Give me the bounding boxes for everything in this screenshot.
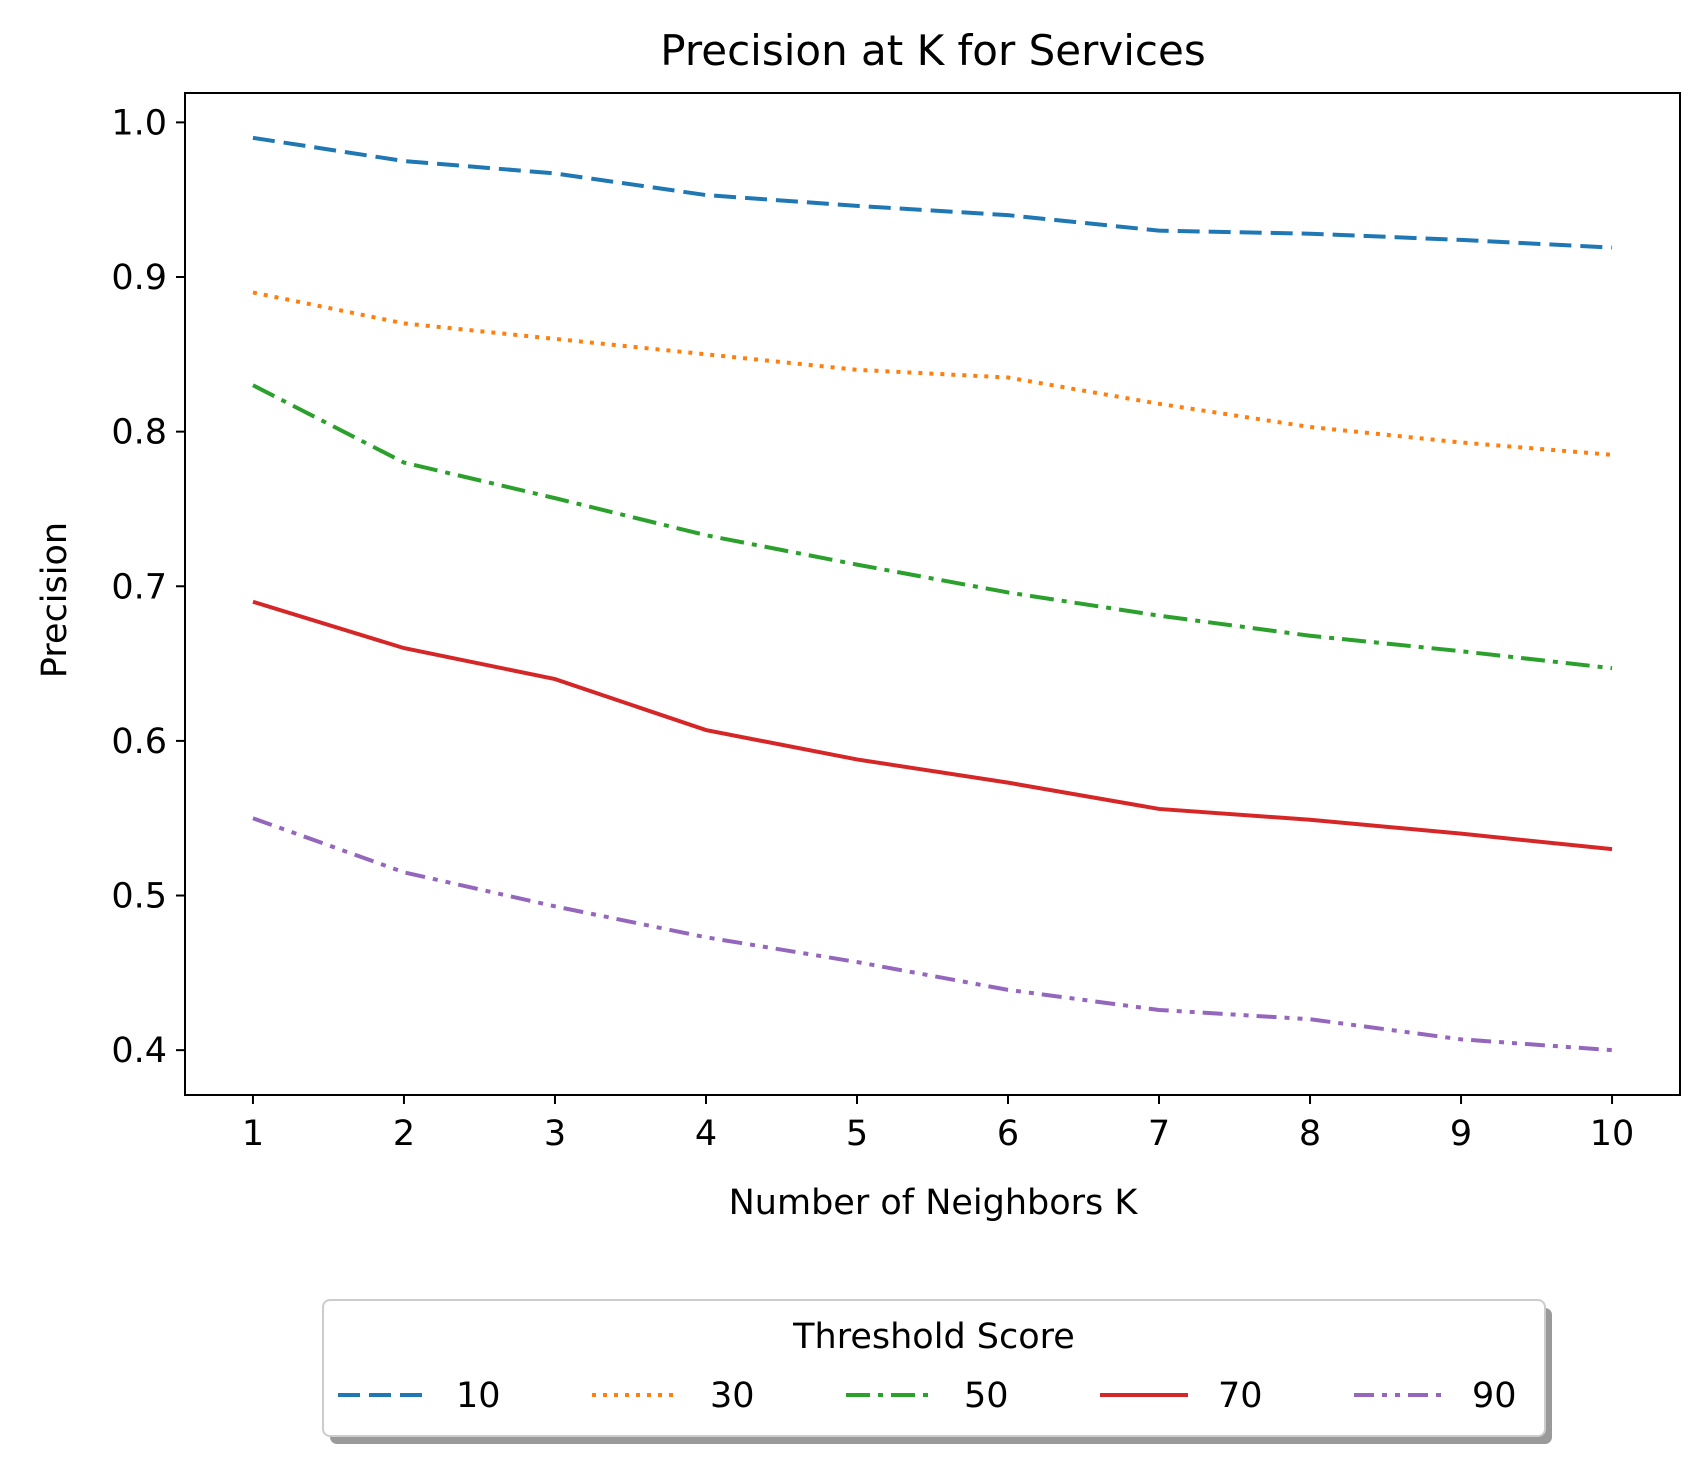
legend-label-10: 10 [456, 1376, 501, 1416]
chart-title: Precision at K for Services [660, 26, 1205, 75]
y-axis-label: Precision [35, 522, 75, 678]
x-tick-label: 8 [1299, 1114, 1321, 1154]
x-tick-label: 7 [1148, 1114, 1170, 1154]
x-axis: 1 2 3 4 5 6 7 8 9 10 [242, 1095, 1635, 1154]
y-tick-label: 0.6 [111, 722, 167, 762]
x-tick-label: 9 [1450, 1114, 1472, 1154]
legend: Threshold Score 10 30 50 70 90 [322, 1299, 1552, 1444]
x-tick-label: 5 [846, 1114, 868, 1154]
legend-title: Threshold Score [792, 1317, 1075, 1357]
legend-label-70: 70 [1218, 1376, 1263, 1416]
y-tick-label: 0.8 [111, 413, 167, 453]
y-tick-label: 0.7 [111, 567, 167, 607]
x-tick-label: 4 [695, 1114, 717, 1154]
series-line-10 [252, 135, 1613, 250]
x-tick-label: 1 [242, 1114, 264, 1154]
y-tick-label: 0.5 [111, 877, 167, 917]
series-line-30 [252, 290, 1613, 457]
x-tick-label: 10 [1590, 1114, 1635, 1154]
legend-label-50: 50 [964, 1376, 1009, 1416]
series-line-50 [252, 383, 1613, 671]
series-line-70 [252, 599, 1613, 852]
x-tick-label: 3 [544, 1114, 566, 1154]
y-axis: 0.4 0.5 0.6 0.7 0.8 0.9 1.0 [111, 103, 185, 1071]
plot-frame [184, 92, 1681, 1096]
y-tick-label: 1.0 [111, 103, 167, 143]
legend-entries: 10 30 50 70 90 [338, 1376, 1517, 1416]
x-axis-label: Number of Neighbors K [729, 1183, 1139, 1223]
legend-label-90: 90 [1472, 1376, 1517, 1416]
plot-area [252, 135, 1613, 1053]
legend-box [322, 1299, 1546, 1437]
x-tick-label: 6 [997, 1114, 1019, 1154]
y-tick-label: 0.4 [111, 1031, 167, 1071]
y-tick-label: 0.9 [111, 258, 167, 298]
legend-label-30: 30 [710, 1376, 755, 1416]
x-tick-label: 2 [393, 1114, 415, 1154]
